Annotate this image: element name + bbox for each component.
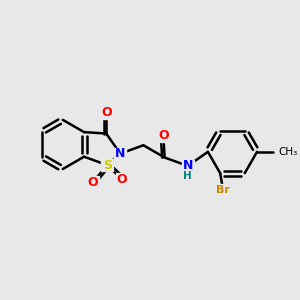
Text: O: O <box>87 176 98 189</box>
Bar <box>86 176 99 189</box>
Bar <box>116 173 128 185</box>
Bar <box>182 160 194 172</box>
Text: N: N <box>115 147 125 160</box>
Bar <box>215 184 231 196</box>
Bar <box>157 130 170 142</box>
Text: H: H <box>183 171 192 181</box>
Bar <box>101 159 113 171</box>
Text: O: O <box>116 172 127 186</box>
Text: CH₃: CH₃ <box>278 147 297 157</box>
Text: Br: Br <box>216 185 230 195</box>
Text: N: N <box>183 159 193 172</box>
Text: O: O <box>101 106 112 119</box>
Text: S: S <box>103 159 112 172</box>
Text: O: O <box>158 129 169 142</box>
Bar <box>100 106 112 119</box>
Bar <box>114 148 126 160</box>
